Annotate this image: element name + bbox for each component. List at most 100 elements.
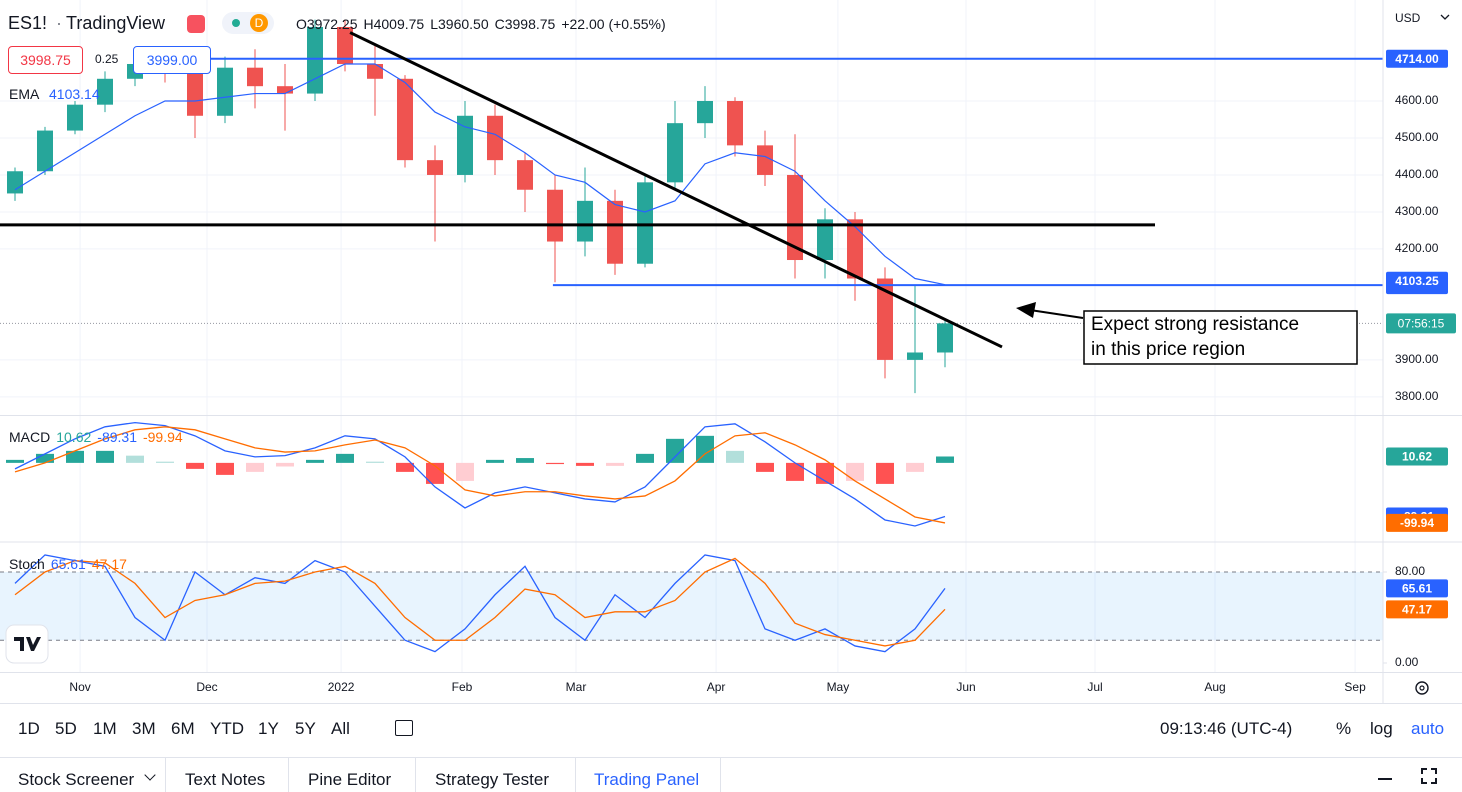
interval: D bbox=[250, 14, 268, 32]
x-tick-label: 2022 bbox=[328, 680, 355, 694]
histogram-bar bbox=[666, 438, 684, 463]
tab[interactable]: Text Notes bbox=[185, 770, 266, 789]
countdown-box bbox=[1386, 313, 1456, 334]
tab[interactable]: Stock Screener bbox=[18, 770, 135, 789]
histogram-bar bbox=[96, 450, 114, 463]
histogram-bar bbox=[606, 462, 624, 466]
candle-body bbox=[697, 100, 713, 124]
histogram-bar bbox=[726, 450, 744, 463]
auto-toggle[interactable]: auto bbox=[1411, 719, 1445, 738]
range-button[interactable]: 5D bbox=[55, 719, 77, 738]
series-line bbox=[14, 557, 946, 647]
candle-body bbox=[637, 182, 653, 264]
candle-body bbox=[577, 200, 593, 242]
band-fill bbox=[0, 572, 1383, 641]
range-button[interactable]: 3M bbox=[132, 719, 156, 738]
x-tick-label: Jun bbox=[956, 680, 975, 694]
buy-button[interactable]: 3999.00 bbox=[133, 46, 211, 74]
candle-body bbox=[67, 104, 83, 131]
tab[interactable]: Pine Editor bbox=[308, 770, 392, 789]
annotation: Expect strong resistance in this price r… bbox=[1016, 302, 1358, 365]
source: TradingView bbox=[66, 13, 166, 33]
tab[interactable]: Trading Panel bbox=[594, 770, 700, 789]
annotation-text: Expect strong resistance bbox=[1091, 314, 1299, 335]
range-button[interactable]: 1M bbox=[93, 719, 117, 738]
price-label-box bbox=[1386, 447, 1448, 466]
minimize-icon[interactable] bbox=[1378, 778, 1392, 780]
legend-value: -89.31 bbox=[97, 429, 137, 445]
tab-dropdown[interactable] bbox=[144, 769, 156, 781]
candle-body bbox=[877, 278, 893, 360]
pane-title: Stoch bbox=[9, 556, 45, 572]
price-label-box bbox=[1386, 271, 1448, 290]
ohlc-value: L3960.50 bbox=[430, 16, 489, 32]
candle-body bbox=[547, 189, 563, 242]
x-tick-label: Mar bbox=[566, 680, 587, 694]
symbol[interactable]: ES1! bbox=[8, 13, 48, 33]
flag-icon[interactable] bbox=[187, 15, 205, 33]
histogram-bar bbox=[276, 462, 294, 467]
candle-body bbox=[187, 67, 203, 116]
price-label: 65.61 bbox=[1402, 582, 1432, 596]
range-button[interactable]: 6M bbox=[171, 719, 195, 738]
market-open-dot bbox=[232, 19, 240, 27]
range-button[interactable]: 1D bbox=[18, 719, 40, 738]
x-tick-label: May bbox=[827, 680, 850, 694]
legend-value: -99.94 bbox=[143, 429, 183, 445]
sell-button[interactable]: 3998.75 bbox=[8, 46, 83, 74]
histogram-bar bbox=[156, 461, 174, 463]
x-tick-label: Feb bbox=[452, 680, 473, 694]
indicator-value: 4103.14 bbox=[49, 86, 100, 102]
tab[interactable]: Strategy Tester bbox=[435, 770, 550, 789]
tab-separator bbox=[288, 758, 289, 792]
annotation-text: in this price region bbox=[1091, 339, 1245, 360]
chart-area: Expect strong resistance in this price r… bbox=[0, 0, 1462, 703]
histogram-bar bbox=[126, 455, 144, 463]
candle-body bbox=[517, 160, 533, 190]
status-pill[interactable]: D bbox=[222, 12, 274, 34]
x-tick-label: Dec bbox=[196, 680, 217, 694]
tab-separator bbox=[165, 758, 166, 792]
candle-body bbox=[607, 200, 623, 264]
trendline bbox=[349, 31, 1003, 349]
ohlc-value: C3998.75 bbox=[494, 16, 556, 32]
candle-body bbox=[247, 67, 263, 87]
currency[interactable]: USD bbox=[1395, 11, 1421, 25]
log-toggle[interactable]: log bbox=[1370, 719, 1393, 738]
settings-icon[interactable] bbox=[1415, 681, 1429, 695]
range-button[interactable]: YTD bbox=[210, 719, 244, 738]
candle-body bbox=[97, 78, 113, 105]
percent-toggle[interactable]: % bbox=[1336, 719, 1352, 738]
histogram-bar bbox=[876, 462, 894, 484]
clock[interactable]: 09:13:46 (UTC-4) bbox=[1160, 719, 1293, 738]
candle-body bbox=[667, 123, 683, 183]
candle-body bbox=[847, 219, 863, 279]
histogram-bar bbox=[486, 459, 504, 463]
annotation-box bbox=[1083, 310, 1358, 365]
candle-body bbox=[907, 352, 923, 360]
legend-value: 47.17 bbox=[92, 556, 127, 572]
spread: 0.25 bbox=[95, 52, 119, 66]
histogram-bar bbox=[756, 462, 774, 472]
pane-legend: Stoch 65.61 47.17 bbox=[9, 556, 127, 572]
marks bbox=[0, 19, 1383, 653]
histogram-bar bbox=[696, 435, 714, 463]
candle-body bbox=[487, 115, 503, 161]
range-button[interactable]: 5Y bbox=[295, 719, 316, 738]
tab-separator bbox=[720, 758, 721, 792]
range-button[interactable]: 1Y bbox=[258, 719, 279, 738]
ema-line bbox=[14, 63, 946, 286]
histogram-bar bbox=[456, 462, 474, 481]
histogram-bar bbox=[636, 453, 654, 463]
maximize-icon[interactable] bbox=[1421, 768, 1437, 784]
legend-value: 65.61 bbox=[51, 556, 86, 572]
histogram-bar bbox=[6, 459, 24, 463]
date-range-icon[interactable] bbox=[395, 720, 413, 736]
candle-body bbox=[337, 27, 353, 64]
x-tick-label: Apr bbox=[707, 680, 726, 694]
candle-body bbox=[787, 174, 803, 261]
currency-dropdown[interactable] bbox=[1440, 14, 1450, 20]
price-label: 47.17 bbox=[1402, 603, 1432, 617]
range-button[interactable]: All bbox=[331, 719, 350, 738]
